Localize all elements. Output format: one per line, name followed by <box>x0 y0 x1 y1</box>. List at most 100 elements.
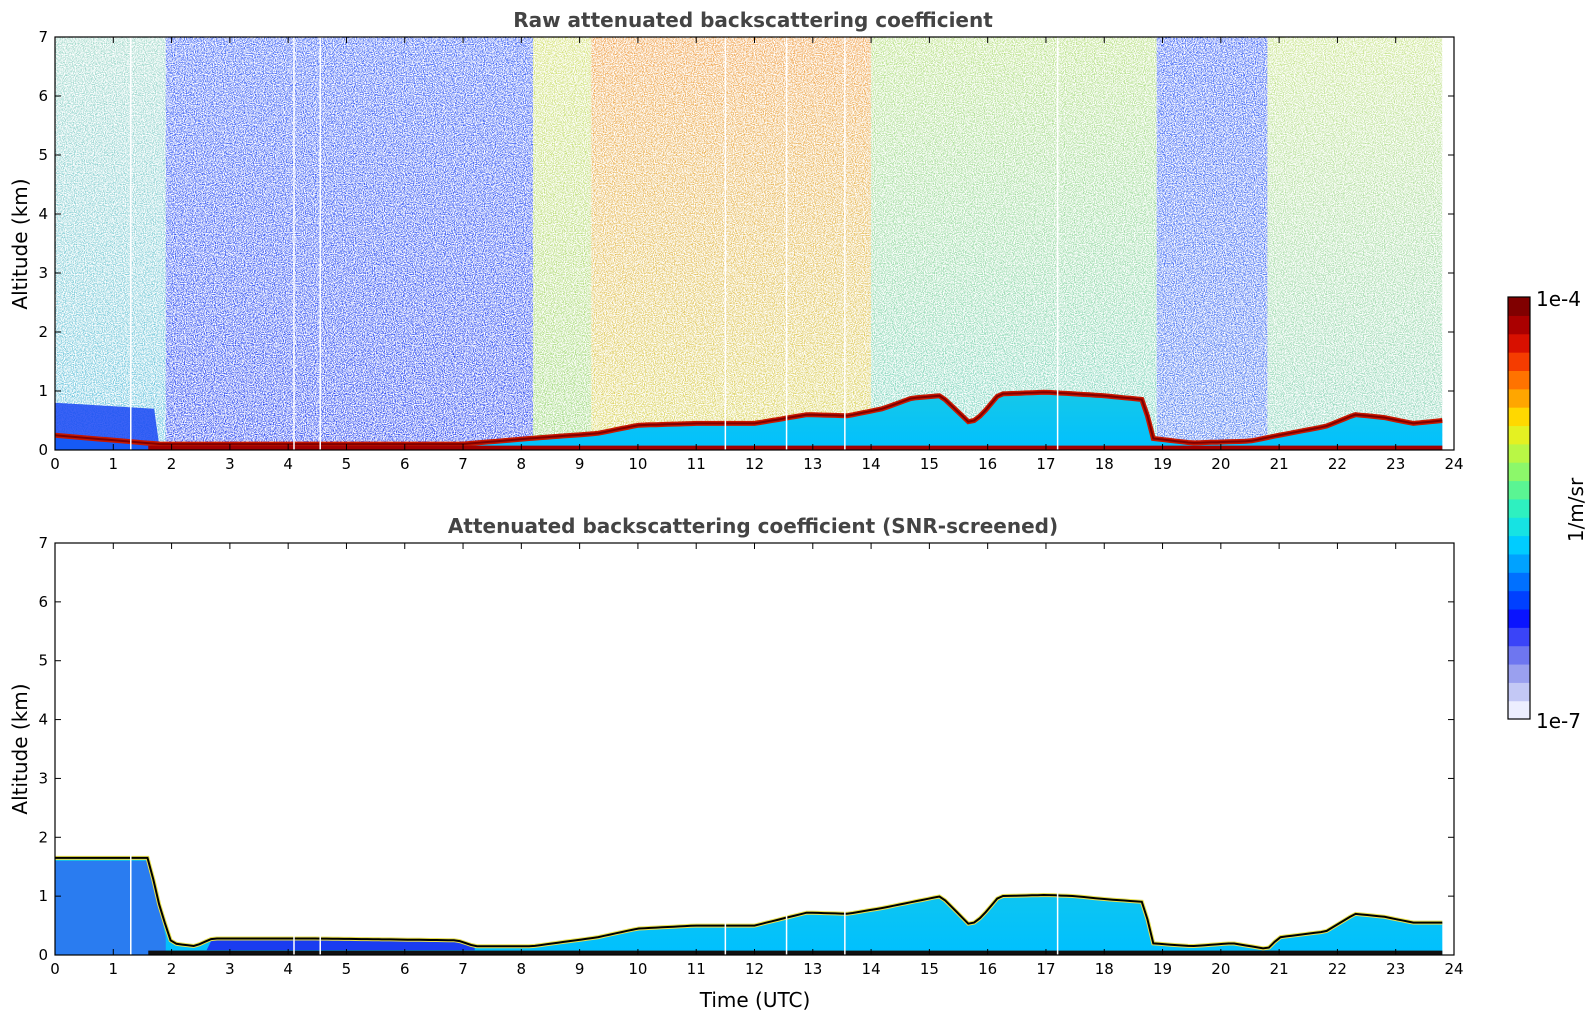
x-tick-label: 20 <box>1211 455 1230 473</box>
y-tick-label: 2 <box>38 323 48 341</box>
backscatter-field-raw <box>55 37 1454 450</box>
x-tick-label: 11 <box>687 960 706 978</box>
x-tick-label: 16 <box>978 960 997 978</box>
colorbar-step <box>1508 425 1530 445</box>
x-tick-label: 21 <box>1270 960 1289 978</box>
colorbar-step <box>1508 333 1530 353</box>
x-tick-label: 16 <box>978 455 997 473</box>
plot-frame-screened <box>54 542 1455 956</box>
x-tick-label: 3 <box>225 455 235 473</box>
colorbar-frame <box>1507 296 1531 720</box>
x-tick-label: 5 <box>342 960 352 978</box>
x-tick-label: 7 <box>458 455 468 473</box>
colorbar-step <box>1508 388 1530 408</box>
x-tick-label: 12 <box>745 960 764 978</box>
y-tick-label: 4 <box>38 711 48 729</box>
x-tick-label: 24 <box>1444 455 1463 473</box>
colorbar-step <box>1508 443 1530 463</box>
y-tick-label: 3 <box>38 264 48 282</box>
x-tick-label: 12 <box>745 455 764 473</box>
y-tick-label: 0 <box>38 946 48 964</box>
y-axis-label-raw: Altitude (km) <box>8 178 32 309</box>
x-tick-label: 0 <box>50 960 60 978</box>
x-tick-label: 19 <box>1153 455 1172 473</box>
boundary-layer-fill <box>55 392 1443 450</box>
x-tick-label: 15 <box>920 455 939 473</box>
panel-raw-title: Raw attenuated backscattering coefficien… <box>513 8 993 32</box>
y-tick-label: 7 <box>38 28 48 46</box>
colorbar-steps <box>1508 297 1530 720</box>
x-tick-label: 2 <box>167 960 177 978</box>
noise-streaks <box>55 37 1443 450</box>
y-tick-label: 5 <box>38 146 48 164</box>
x-tick-label: 18 <box>1095 960 1114 978</box>
x-tick-label: 22 <box>1328 455 1347 473</box>
x-tick-label: 18 <box>1095 455 1114 473</box>
colorbar-step <box>1508 352 1530 371</box>
x-tick-label: 22 <box>1328 960 1347 978</box>
y-tick-label: 4 <box>38 205 48 223</box>
x-tick-label: 5 <box>342 455 352 473</box>
colorbar-step <box>1508 462 1530 482</box>
x-tick-label: 2 <box>167 455 177 473</box>
x-tick-label: 10 <box>628 960 647 978</box>
panel-screened: Attenuated backscattering coefficient (S… <box>8 514 1464 1012</box>
x-tick-label: 17 <box>1036 960 1055 978</box>
x-tick-label: 23 <box>1386 455 1405 473</box>
x-tick-label: 14 <box>862 455 881 473</box>
x-tick-label: 23 <box>1386 960 1405 978</box>
x-tick-label: 7 <box>458 960 468 978</box>
x-tick-label: 8 <box>517 960 527 978</box>
panel-raw: Raw attenuated backscattering coefficien… <box>8 8 1464 473</box>
no-data-strip <box>1442 37 1454 450</box>
colorbar-step <box>1508 553 1530 573</box>
x-tick-label: 1 <box>109 960 119 978</box>
colorbar-step <box>1508 498 1530 518</box>
x-tick-label: 13 <box>803 455 822 473</box>
colorbar-unit-label: 1/m/sr <box>1564 477 1588 542</box>
x-axis-label-screened: Time (UTC) <box>699 988 811 1012</box>
y-axis-raw: 0 1 2 3 4 5 6 7 <box>38 28 1454 459</box>
colorbar-step <box>1508 370 1530 390</box>
x-tick-label: 17 <box>1036 455 1055 473</box>
colorbar-step <box>1508 700 1530 720</box>
colorbar-max-label: 1e-4 <box>1536 287 1581 311</box>
x-tick-label: 14 <box>862 960 881 978</box>
colorbar-step <box>1508 572 1530 592</box>
y-tick-label: 3 <box>38 769 48 787</box>
y-tick-label: 6 <box>38 87 48 105</box>
x-tick-label: 20 <box>1211 960 1230 978</box>
x-tick-label: 24 <box>1444 960 1463 978</box>
x-tick-label: 0 <box>50 455 60 473</box>
backscatter-field-screened <box>55 543 1443 955</box>
x-tick-label: 11 <box>687 455 706 473</box>
panel-screened-title: Attenuated backscattering coefficient (S… <box>448 514 1058 538</box>
layer-edge <box>55 856 1443 950</box>
x-tick-label: 10 <box>628 455 647 473</box>
colorbar-step <box>1508 315 1530 335</box>
boundary-layer-fill <box>55 857 1443 955</box>
x-tick-label: 8 <box>517 455 527 473</box>
x-tick-label: 15 <box>920 960 939 978</box>
y-axis-screened: 0 1 2 3 4 5 6 7 <box>38 534 1454 964</box>
x-tick-label: 9 <box>575 960 585 978</box>
colorbar-step <box>1508 407 1530 427</box>
y-tick-label: 0 <box>38 441 48 459</box>
x-tick-label: 4 <box>283 455 293 473</box>
colorbar-step <box>1508 480 1530 500</box>
colorbar-step <box>1508 297 1530 316</box>
colorbar-step <box>1508 535 1530 555</box>
x-tick-label: 1 <box>109 455 119 473</box>
colorbar-step <box>1508 663 1530 683</box>
colorbar-step <box>1508 590 1530 610</box>
x-tick-label: 4 <box>283 960 293 978</box>
residual-layer <box>55 860 166 955</box>
x-tick-label: 19 <box>1153 960 1172 978</box>
x-tick-label: 6 <box>400 455 410 473</box>
colorbar-step <box>1508 627 1530 647</box>
colorbar-min-label: 1e-7 <box>1536 709 1581 733</box>
colorbar: 1e-4 1e-7 1/m/sr <box>1507 287 1588 733</box>
x-axis-screened: 0 1 2 3 4 5 6 7 8 9 10 11 12 13 14 15 16 17 18 19 20 21 22 23 24 <box>50 543 1464 978</box>
y-tick-label: 1 <box>38 887 48 905</box>
